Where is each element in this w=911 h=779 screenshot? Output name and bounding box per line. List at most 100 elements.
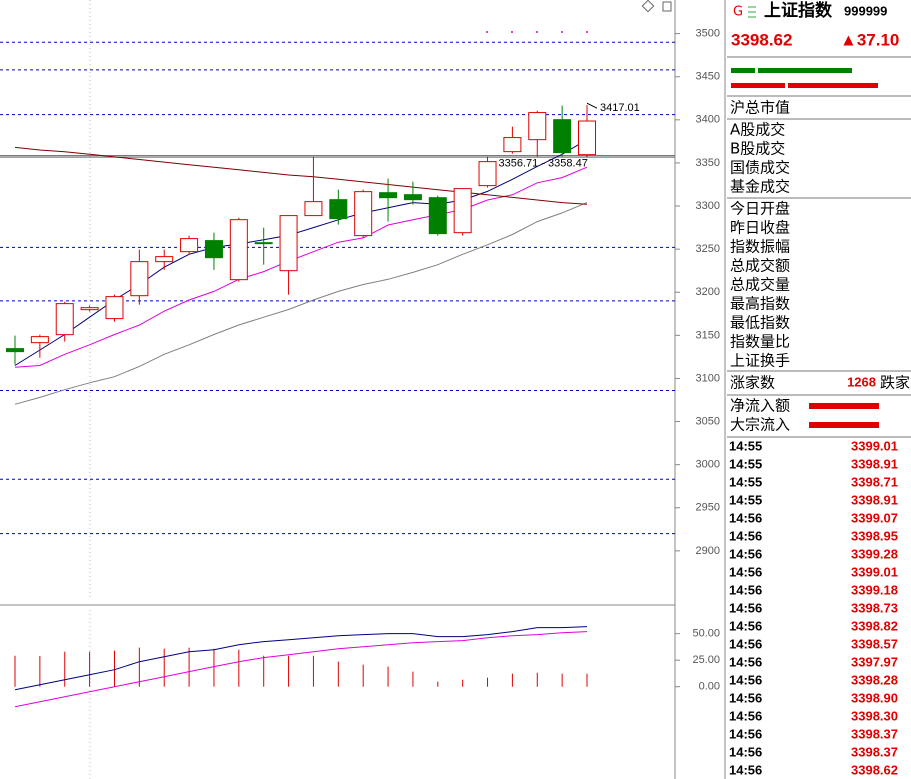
flow-bar xyxy=(809,422,879,428)
ratio-bar xyxy=(788,83,878,88)
tick-price: 3398.71 xyxy=(851,474,898,489)
y-tick-label: 2950 xyxy=(696,502,720,514)
tick-time: 14:56 xyxy=(729,672,762,687)
y-tick-label: 50.00 xyxy=(692,628,720,640)
candle-body xyxy=(30,336,49,344)
candle-body xyxy=(329,199,348,220)
ma-line xyxy=(14,631,588,708)
range-label: 3356.71 - 3358.47 xyxy=(499,158,588,170)
field-label: 国债成交 xyxy=(730,159,790,177)
tick-price: 3398.95 xyxy=(851,528,898,543)
icon[interactable] xyxy=(641,0,655,13)
tick-time: 14:56 xyxy=(729,744,762,759)
tick-price: 3399.18 xyxy=(851,582,898,597)
y-tick-label: 3400 xyxy=(696,114,720,126)
ratio-bar xyxy=(758,68,852,73)
flow-label: 大宗流入 xyxy=(730,416,790,434)
up-count: 1268 xyxy=(847,374,876,389)
tick-time: 14:56 xyxy=(729,600,762,615)
menu-icon[interactable] xyxy=(748,6,756,18)
candle-body xyxy=(204,240,223,259)
candle-body xyxy=(553,119,572,154)
y-tick-label: 0.00 xyxy=(699,681,720,693)
tick-price: 3399.01 xyxy=(851,564,898,579)
index-code: 999999 xyxy=(844,3,887,18)
y-tick-label: 25.00 xyxy=(692,654,720,666)
candle-body xyxy=(304,201,323,217)
tick-time: 14:56 xyxy=(729,708,762,723)
candle-body xyxy=(55,303,74,336)
candle-body xyxy=(155,256,174,263)
field-label: 昨日收盘 xyxy=(730,219,790,237)
flow-bar xyxy=(809,403,879,409)
tick-price: 3398.73 xyxy=(851,600,898,615)
tick-time: 14:56 xyxy=(729,618,762,633)
market: G xyxy=(733,5,743,20)
tick-time: 14:56 xyxy=(729,510,762,525)
tick-price: 3398.62 xyxy=(851,762,898,777)
candle-body xyxy=(6,348,24,353)
flow-label: 净流入额 xyxy=(730,397,790,415)
y-tick-label: 3350 xyxy=(696,157,720,169)
candle-body xyxy=(428,197,447,235)
candle-body xyxy=(453,188,472,234)
down-label: 跌家 xyxy=(880,374,910,392)
candle-body xyxy=(578,120,597,156)
candle-body xyxy=(379,192,398,199)
field-label: 指数量比 xyxy=(730,333,790,351)
tick-price: 3398.30 xyxy=(851,708,898,723)
field-label: 总成交量 xyxy=(730,276,790,294)
y-tick-label: 3300 xyxy=(696,200,720,212)
y-tick-label: 3200 xyxy=(696,286,720,298)
dots xyxy=(486,31,588,33)
tick-time: 14:55 xyxy=(729,492,762,507)
field-label: A股成交 xyxy=(730,121,785,139)
tick-time: 14:56 xyxy=(729,582,762,597)
ratio-bar xyxy=(731,83,785,88)
tick-time: 14:56 xyxy=(729,564,762,579)
change: ▲37.10 xyxy=(840,30,899,49)
y-tick-label: 3250 xyxy=(696,243,720,255)
y-tick-label: 3100 xyxy=(696,372,720,384)
up-label: 涨家数 xyxy=(730,374,775,392)
y-tick-label: 3150 xyxy=(696,329,720,341)
field-label: 最低指数 xyxy=(730,314,790,332)
y-tick-label: 3450 xyxy=(696,71,720,83)
candle-body xyxy=(130,261,149,297)
tick-time: 14:56 xyxy=(729,690,762,705)
tick-time: 14:56 xyxy=(729,654,762,669)
tick-price: 3397.97 xyxy=(851,654,898,669)
tick-price: 3398.82 xyxy=(851,618,898,633)
ma-line xyxy=(14,626,588,691)
y-tick-label: 2900 xyxy=(696,545,720,557)
field-label: 沪总市值 xyxy=(730,99,790,117)
tick-time: 14:56 xyxy=(729,528,762,543)
tick-time: 14:56 xyxy=(729,762,762,777)
tick-time: 14:56 xyxy=(729,636,762,651)
ma-line xyxy=(14,166,588,368)
tick-time: 14:55 xyxy=(729,474,762,489)
tick-price: 3398.37 xyxy=(851,744,898,759)
tick-price: 3399.28 xyxy=(851,546,898,561)
candle-body xyxy=(80,307,99,311)
candle-body xyxy=(354,191,373,237)
candle-body xyxy=(478,161,497,187)
field-label: 指数振幅 xyxy=(730,238,790,256)
field-label: 上证换手 xyxy=(730,352,790,370)
field-label: B股成交 xyxy=(730,140,785,158)
pointer xyxy=(586,102,598,109)
tick-price: 3398.90 xyxy=(851,690,898,705)
tick-time: 14:55 xyxy=(729,438,762,453)
tick-price: 3398.37 xyxy=(851,726,898,741)
field-label: 总成交额 xyxy=(730,257,790,275)
icon[interactable] xyxy=(662,1,672,12)
candle-body xyxy=(503,137,522,153)
tick-price: 3398.91 xyxy=(851,492,898,507)
field-label: 最高指数 xyxy=(730,295,790,313)
candle-body xyxy=(229,219,248,281)
y-tick-label: 3050 xyxy=(696,415,720,427)
y-tick-label: 3000 xyxy=(696,459,720,471)
candle-body xyxy=(254,242,273,245)
